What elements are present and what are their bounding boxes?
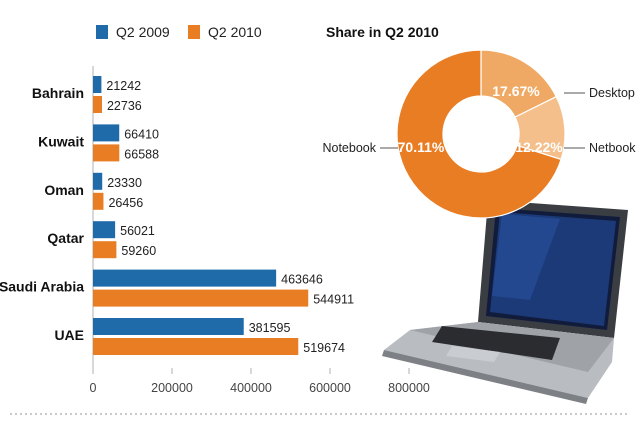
x-tick-label-400000: 400000	[230, 381, 272, 395]
category-label-qatar: Qatar	[47, 230, 84, 246]
bar-value-saudi-arabia-q2-2009: 463646	[281, 273, 323, 287]
pie-label-netbook: Netbook	[589, 141, 636, 155]
bar-value-qatar-q2-2009: 56021	[120, 224, 155, 238]
bar-value-uae-q2-2009: 381595	[249, 321, 291, 335]
category-label-kuwait: Kuwait	[38, 133, 84, 149]
bar-kuwait-q2-2009	[93, 124, 120, 142]
bar-oman-q2-2010	[93, 192, 104, 210]
pie-percent-desktop: 17.67%	[492, 83, 540, 99]
bar-kuwait-q2-2010	[93, 144, 120, 162]
bar-value-kuwait-q2-2010: 66588	[124, 147, 159, 161]
bar-value-bahrain-q2-2010: 22736	[107, 99, 142, 113]
legend-swatch-q2-2010	[188, 25, 200, 39]
legend-label-q2-2010: Q2 2010	[208, 24, 262, 40]
x-tick-label-0: 0	[90, 381, 97, 395]
pie-label-notebook: Notebook	[322, 141, 376, 155]
category-label-bahrain: Bahrain	[32, 85, 84, 101]
pie-percent-notebook: 70.11%	[398, 139, 445, 155]
bar-bahrain-q2-2010	[93, 96, 102, 113]
laptop-illustration	[382, 200, 628, 404]
pie-slice-notebook	[396, 49, 562, 219]
legend-label-q2-2009: Q2 2009	[116, 24, 170, 40]
pie-title: Share in Q2 2010	[326, 24, 439, 40]
bar-bahrain-q2-2009	[93, 76, 102, 93]
bar-saudi-arabia-q2-2010	[93, 289, 309, 307]
pie-label-desktop: Desktop	[589, 86, 635, 100]
x-tick-label-800000: 800000	[388, 381, 430, 395]
category-label-oman: Oman	[44, 182, 84, 198]
category-label-saudi-arabia: Saudi Arabia	[0, 279, 84, 295]
bar-value-saudi-arabia-q2-2010: 544911	[313, 293, 354, 307]
bar-oman-q2-2009	[93, 172, 103, 190]
bar-qatar-q2-2010	[93, 241, 117, 259]
bar-qatar-q2-2009	[93, 221, 116, 239]
bar-saudi-arabia-q2-2009	[93, 269, 277, 287]
x-tick-label-600000: 600000	[309, 381, 351, 395]
bar-uae-q2-2010	[93, 338, 299, 355]
legend: Q2 2009 Q2 2010	[96, 24, 262, 40]
pie-percent-netbook: 12.22%	[515, 139, 563, 155]
bar-value-kuwait-q2-2009: 66410	[124, 127, 159, 141]
bar-uae-q2-2009	[93, 318, 244, 335]
bar-value-uae-q2-2010: 519674	[303, 341, 345, 355]
x-tick-label-200000: 200000	[151, 381, 193, 395]
category-label-uae: UAE	[54, 327, 84, 343]
bar-value-bahrain-q2-2009: 21242	[106, 79, 141, 93]
bar-value-oman-q2-2009: 23330	[107, 176, 142, 190]
bar-value-qatar-q2-2010: 59260	[121, 244, 156, 258]
legend-swatch-q2-2009	[96, 25, 108, 39]
bar-value-oman-q2-2010: 26456	[108, 196, 143, 210]
